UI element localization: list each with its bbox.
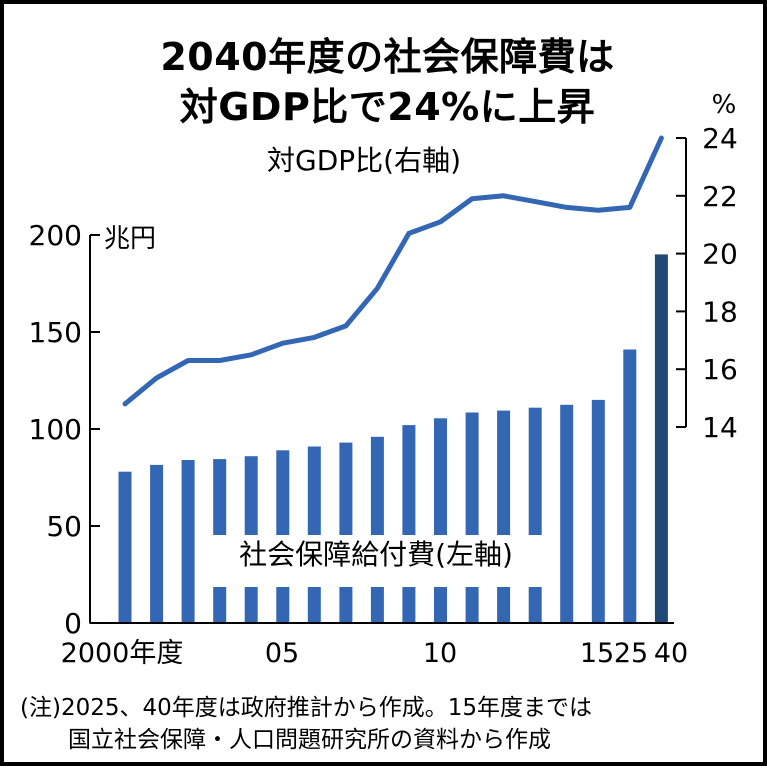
bar-2013: [529, 408, 542, 623]
bar-2012: [497, 411, 510, 623]
bar-2006: [308, 447, 321, 624]
bar-2007: [339, 443, 352, 623]
bar-2014: [560, 405, 573, 623]
bar-2008: [371, 437, 384, 623]
right-axis-unit: %: [712, 90, 737, 120]
bar-2010: [434, 418, 447, 623]
left-tick-label-50: 50: [46, 510, 82, 543]
right-tick-label-14: 14: [702, 411, 738, 444]
x-tick-label-2010: 10: [423, 638, 457, 669]
bar-2000: [119, 472, 132, 623]
gdp-ratio-line: [125, 138, 661, 404]
right-tick-label-24: 24: [702, 122, 738, 155]
right-tick-label-18: 18: [702, 295, 738, 328]
bar-2001: [150, 465, 163, 623]
left-tick-label-200: 200: [29, 219, 82, 252]
bar-series-label-layer: 社会保障給付費(左軸): [204, 535, 550, 587]
left-axis-unit: 兆円: [104, 224, 156, 254]
left-tick-label-100: 100: [29, 413, 82, 446]
bar-2009: [402, 425, 415, 623]
bar-2002: [182, 460, 195, 623]
x-tick-label-2005: 05: [265, 638, 299, 669]
line-series-label: 対GDP比(右軸): [267, 144, 461, 177]
left-tick-label-0: 0: [64, 607, 82, 640]
footnote-line-2: 国立社会保障・人口問題研究所の資料から作成: [68, 720, 551, 754]
x-tick-label-2025: 25: [614, 638, 648, 669]
bar-2011: [466, 413, 479, 624]
bar-2040: [655, 254, 668, 623]
bar-series-label: 社会保障給付費(左軸): [239, 538, 513, 571]
x-tick-label-2040: 40: [654, 638, 688, 669]
right-tick-label-20: 20: [702, 238, 738, 271]
right-tick-label-22: 22: [702, 180, 738, 213]
footnote-line-1: (注)2025、40年度は政府推計から作成。15年度までは: [20, 688, 592, 722]
x-tick-label-2000: 2000年度: [61, 638, 184, 669]
line-layer: 対GDP比(右軸): [125, 138, 662, 404]
left-tick-label-150: 150: [29, 316, 82, 349]
bar-2015: [592, 400, 605, 623]
right-tick-label-16: 16: [702, 353, 738, 386]
x-tick-label-2015: 15: [580, 638, 614, 669]
bar-2025: [623, 350, 636, 624]
